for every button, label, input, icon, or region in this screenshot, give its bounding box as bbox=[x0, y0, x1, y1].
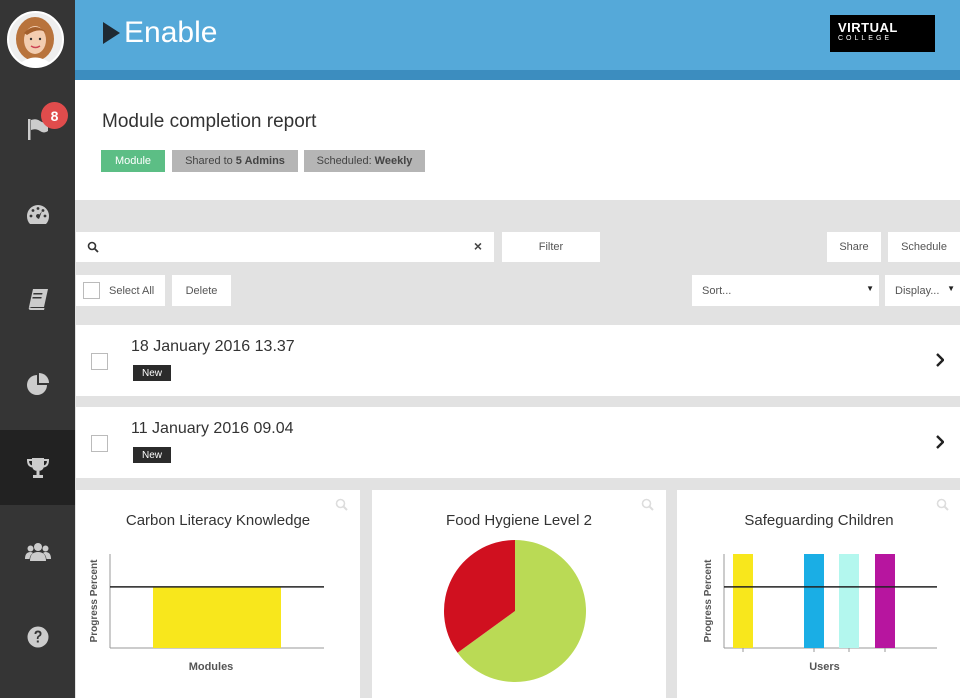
sidebar-item-courses[interactable] bbox=[0, 261, 75, 336]
trophy-icon bbox=[26, 457, 49, 478]
shared-tag[interactable]: Shared to 5 Admins bbox=[172, 150, 298, 172]
display-dropdown[interactable]: Display... ▼ bbox=[885, 275, 960, 306]
sidebar: 8 bbox=[0, 0, 75, 698]
chart-title: Carbon Literacy Knowledge bbox=[125, 512, 311, 529]
filter-button[interactable]: Filter bbox=[502, 232, 600, 262]
chart-bar bbox=[153, 586, 281, 648]
shared-tag-value: 5 Admins bbox=[235, 155, 285, 167]
dashboard-icon bbox=[26, 204, 49, 224]
chevron-right-icon[interactable] bbox=[936, 435, 944, 449]
app-header: Enable VIRTUAL COLLEGE bbox=[75, 0, 960, 80]
select-all-checkbox[interactable] bbox=[83, 282, 100, 299]
report-row[interactable]: 18 January 2016 13.37 New bbox=[76, 325, 960, 396]
pie-chart bbox=[444, 540, 586, 682]
book-icon bbox=[28, 288, 48, 310]
avatar[interactable] bbox=[7, 11, 64, 68]
chart-bar bbox=[733, 554, 753, 648]
sidebar-item-reports[interactable] bbox=[0, 346, 75, 421]
x-axis-label: Modules bbox=[189, 661, 234, 673]
chart-bar bbox=[839, 554, 859, 648]
sort-dropdown-value: Sort... bbox=[702, 284, 732, 297]
sidebar-item-notifications[interactable] bbox=[0, 91, 75, 166]
brand-name: Enable bbox=[124, 16, 218, 49]
help-icon bbox=[27, 626, 48, 647]
report-date: 11 January 2016 09.04 bbox=[131, 420, 294, 437]
page-title: Module completion report bbox=[102, 111, 317, 132]
report-row[interactable]: 11 January 2016 09.04 New bbox=[76, 407, 960, 478]
pie-slice bbox=[444, 540, 515, 653]
scheduled-tag-label: Scheduled: bbox=[316, 155, 372, 167]
logo-top-text: VIRTUAL bbox=[838, 20, 898, 35]
bar-chart: Progress Percent Users bbox=[703, 554, 937, 673]
brand[interactable]: Enable bbox=[103, 16, 217, 50]
module-tag[interactable]: Module bbox=[101, 150, 165, 172]
bar-chart: Progress Percent Modules bbox=[89, 554, 324, 673]
search-icon bbox=[87, 241, 99, 253]
chevron-right-icon[interactable] bbox=[936, 353, 944, 367]
zoom-icon[interactable] bbox=[641, 498, 654, 511]
zoom-icon[interactable] bbox=[335, 498, 348, 511]
sidebar-item-dashboard[interactable] bbox=[0, 177, 75, 252]
zoom-icon[interactable] bbox=[936, 498, 949, 511]
scheduled-tag[interactable]: Scheduled: Weekly bbox=[304, 150, 425, 172]
share-button[interactable]: Share bbox=[827, 232, 881, 262]
y-axis-label: Progress Percent bbox=[89, 559, 100, 642]
search-box[interactable]: × bbox=[76, 232, 494, 262]
chart-card-safeguarding[interactable]: Safeguarding Children Progress Percent Us… bbox=[677, 490, 960, 698]
select-all-control[interactable]: Select All bbox=[76, 275, 165, 306]
new-badge: New bbox=[133, 365, 171, 381]
shared-tag-label: Shared to bbox=[185, 155, 233, 167]
logo-bottom-text: COLLEGE bbox=[838, 35, 893, 42]
chart-title: Safeguarding Children bbox=[744, 512, 894, 529]
notification-badge: 8 bbox=[41, 102, 68, 129]
scheduled-tag-value: Weekly bbox=[374, 155, 413, 167]
delete-button[interactable]: Delete bbox=[172, 275, 231, 306]
report-date: 18 January 2016 13.37 bbox=[131, 338, 295, 355]
display-dropdown-value: Display... bbox=[895, 284, 940, 297]
user-avatar-icon bbox=[9, 13, 62, 66]
report-header-panel: Module completion report Module Shared t… bbox=[75, 80, 960, 200]
chart-bar bbox=[804, 554, 824, 648]
chart-card-food-hygiene[interactable]: Food Hygiene Level 2 bbox=[372, 490, 666, 698]
select-all-label: Select All bbox=[109, 284, 155, 297]
pie-chart-icon bbox=[26, 372, 49, 395]
chart-bar bbox=[875, 554, 895, 648]
play-icon bbox=[103, 22, 120, 44]
new-badge: New bbox=[133, 447, 171, 463]
schedule-button[interactable]: Schedule bbox=[888, 232, 960, 262]
sort-dropdown[interactable]: Sort... ▼ bbox=[692, 275, 879, 306]
sidebar-item-users[interactable] bbox=[0, 514, 75, 589]
report-row-checkbox[interactable] bbox=[91, 435, 108, 452]
caret-down-icon: ▼ bbox=[947, 284, 955, 293]
sidebar-item-achievements[interactable] bbox=[0, 430, 75, 505]
chart-card-carbon-literacy[interactable]: Carbon Literacy Knowledge Progress Perce… bbox=[76, 490, 360, 698]
users-icon bbox=[24, 542, 51, 561]
caret-down-icon: ▼ bbox=[866, 284, 874, 293]
report-row-checkbox[interactable] bbox=[91, 353, 108, 370]
sidebar-item-help[interactable] bbox=[0, 599, 75, 674]
y-axis-label: Progress Percent bbox=[703, 559, 714, 642]
x-axis-label: Users bbox=[809, 661, 840, 673]
chart-title: Food Hygiene Level 2 bbox=[446, 512, 592, 529]
virtual-college-logo: VIRTUAL COLLEGE bbox=[830, 15, 935, 52]
pie-slice bbox=[457, 540, 586, 682]
clear-search-button[interactable]: × bbox=[473, 238, 482, 254]
